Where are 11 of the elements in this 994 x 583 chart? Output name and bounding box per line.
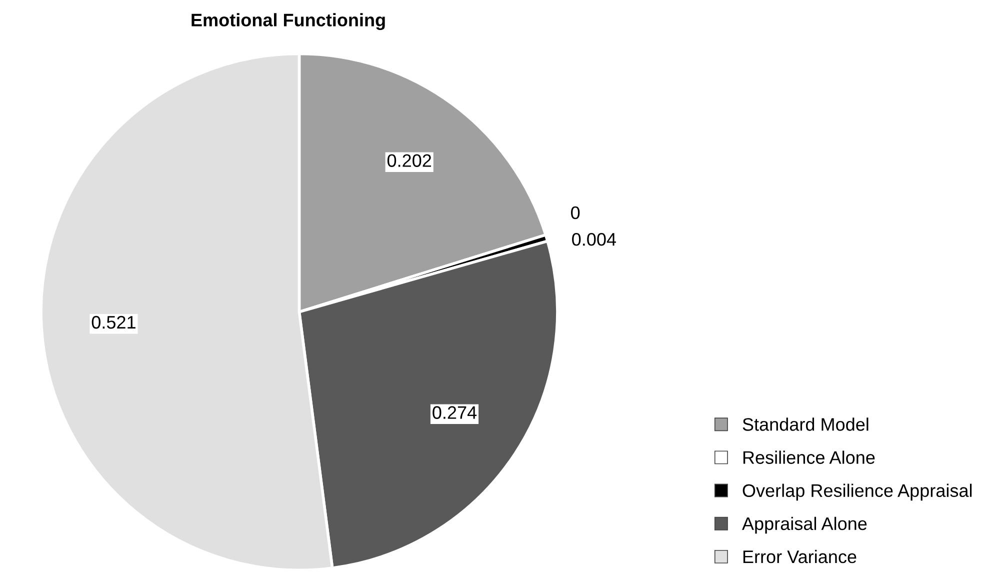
legend-label: Overlap Resilience Appraisal bbox=[742, 484, 972, 501]
chart-title: Emotional Functioning bbox=[192, 13, 385, 30]
legend-label: Error Variance bbox=[743, 550, 856, 564]
legend-label: Appraisal Alone bbox=[742, 516, 867, 534]
data-label: 0.521 bbox=[92, 316, 136, 329]
text: 0 bbox=[571, 206, 580, 220]
data-label: 0.004 bbox=[572, 233, 616, 246]
data-label: 0.274 bbox=[432, 406, 477, 419]
legend-label: Standard Model bbox=[742, 418, 868, 431]
legend-label: Resilience Alone bbox=[743, 450, 875, 464]
data-label: 0.202 bbox=[387, 154, 432, 167]
